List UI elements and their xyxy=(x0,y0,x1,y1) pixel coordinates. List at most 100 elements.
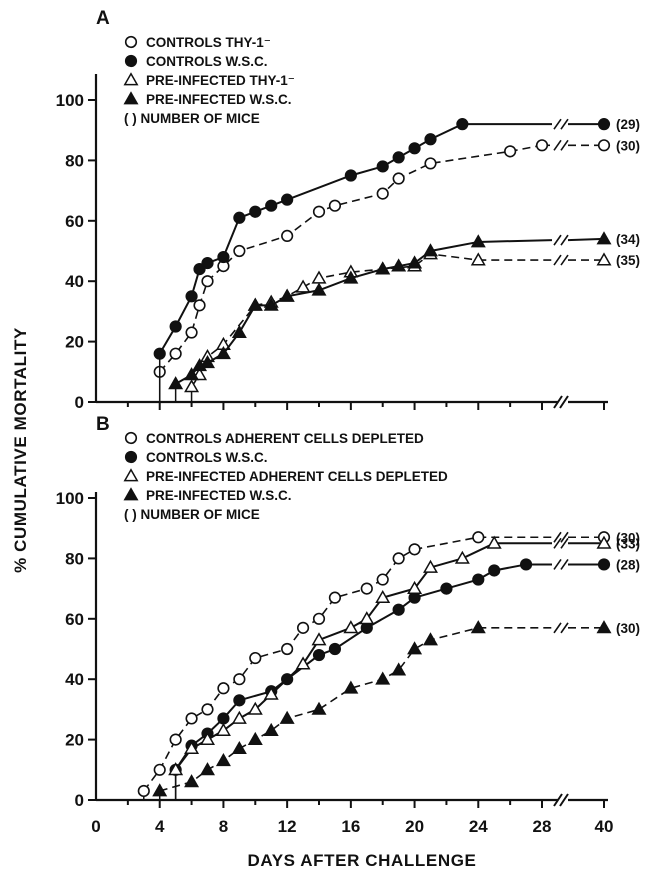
data-point xyxy=(184,379,200,393)
series-break-mark xyxy=(553,537,562,549)
data-point xyxy=(597,139,611,152)
data-point xyxy=(295,656,311,670)
series-break-mark xyxy=(560,254,569,266)
data-point xyxy=(312,612,326,625)
data-point xyxy=(200,731,215,745)
data-point xyxy=(375,261,391,275)
data-point xyxy=(279,288,295,302)
y-tick-label: 20 xyxy=(65,333,84,352)
data-point xyxy=(137,784,150,798)
data-point xyxy=(535,139,549,152)
data-point xyxy=(328,199,342,212)
data-point xyxy=(519,558,533,571)
data-point xyxy=(169,733,182,746)
data-point xyxy=(407,580,423,594)
series-count-label: (34) xyxy=(616,232,640,247)
data-point xyxy=(343,680,359,694)
data-point xyxy=(472,573,485,586)
data-point xyxy=(249,651,262,665)
data-point xyxy=(217,682,230,695)
data-point xyxy=(440,582,453,595)
data-point xyxy=(359,611,375,625)
data-point xyxy=(408,142,421,155)
data-point xyxy=(193,263,206,276)
data-point xyxy=(168,762,184,776)
data-point xyxy=(184,367,200,381)
axis-break-mark xyxy=(553,395,563,409)
data-point xyxy=(488,564,501,577)
legend-marker xyxy=(124,450,138,464)
legend-marker xyxy=(123,468,139,482)
data-point xyxy=(392,172,405,185)
data-point xyxy=(215,722,231,736)
data-point xyxy=(376,160,389,173)
data-point xyxy=(281,642,294,656)
data-point xyxy=(295,279,311,293)
x-tick-label: 8 xyxy=(219,817,228,836)
series-2: (29) xyxy=(153,117,640,402)
data-point xyxy=(231,710,247,724)
data-point xyxy=(200,355,215,369)
x-tick-label: 28 xyxy=(533,817,552,836)
data-point xyxy=(311,282,327,296)
series-break-mark xyxy=(553,531,562,543)
data-point xyxy=(423,559,438,573)
x-tick-label: 24 xyxy=(469,817,488,836)
series-4: (30) xyxy=(152,620,640,800)
legend-marker xyxy=(124,35,138,49)
data-point xyxy=(247,701,263,715)
legend-label: CONTROLS W.S.C. xyxy=(146,450,268,465)
series-3: (33) xyxy=(168,535,640,800)
data-point xyxy=(233,244,246,258)
data-point xyxy=(279,710,295,724)
data-point xyxy=(185,712,198,725)
data-point xyxy=(328,642,342,656)
data-point xyxy=(184,740,200,755)
series-count-label: (30) xyxy=(616,621,640,636)
legend-marker xyxy=(124,54,138,68)
data-point xyxy=(486,535,502,549)
data-point xyxy=(193,299,206,312)
legend-label: PRE-INFECTED W.S.C. xyxy=(146,92,292,107)
data-point xyxy=(407,641,423,655)
legend-label: PRE-INFECTED ADHERENT CELLS DEPLETED xyxy=(146,469,448,484)
series-break-mark xyxy=(553,139,562,151)
data-point xyxy=(201,703,214,716)
data-point xyxy=(391,258,407,272)
data-point xyxy=(454,550,470,564)
data-point xyxy=(153,763,166,776)
y-tick-label: 60 xyxy=(65,610,84,629)
panel-letter: A xyxy=(96,8,110,29)
data-point xyxy=(168,376,184,390)
axis-break-mark xyxy=(559,395,569,409)
panel-b: B 0 20 40 60 80 100 0 4 8 12 16 20 24 28 40 (30) (28) (33)… xyxy=(56,414,640,836)
legend: CONTROLS ADHERENT CELLS DEPLETED CONTROLS… xyxy=(123,431,448,522)
y-tick-label: 80 xyxy=(65,151,84,170)
y-tick-label: 100 xyxy=(56,489,84,508)
data-point xyxy=(311,632,327,646)
data-point xyxy=(596,620,612,634)
data-point xyxy=(343,270,359,284)
series-line xyxy=(174,542,495,771)
x-tick-label: 4 xyxy=(155,817,165,836)
data-point xyxy=(263,297,279,311)
data-point xyxy=(233,694,246,707)
y-axis-title: % CUMULATIVE MORTALITY xyxy=(11,327,30,573)
data-point xyxy=(391,662,407,676)
data-point xyxy=(328,591,342,604)
data-point xyxy=(233,673,246,686)
data-point xyxy=(185,326,198,339)
data-point xyxy=(470,234,486,248)
data-point xyxy=(217,250,230,264)
series-line xyxy=(478,239,553,243)
data-point xyxy=(360,582,373,595)
x-axis-title: DAYS AFTER CHALLENGE xyxy=(248,851,477,870)
data-point xyxy=(392,603,405,616)
y-tick-label: 60 xyxy=(65,212,84,231)
data-point xyxy=(169,347,182,360)
data-point xyxy=(376,573,389,586)
data-point xyxy=(470,620,486,634)
data-point xyxy=(423,243,438,257)
data-point xyxy=(152,783,168,797)
